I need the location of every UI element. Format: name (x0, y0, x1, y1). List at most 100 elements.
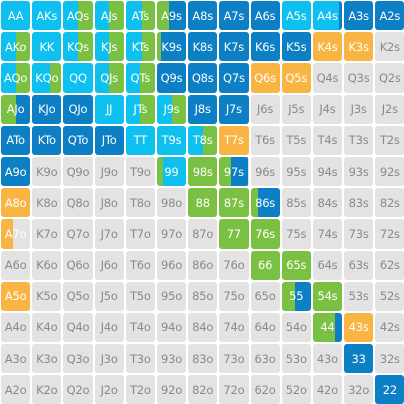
hand-cell-85o[interactable]: 85o (188, 281, 218, 311)
hand-cell-43s[interactable]: 43s (344, 312, 374, 343)
hand-cell-96s[interactable]: 96s (250, 156, 280, 187)
hand-cell-A3s[interactable]: A3s (344, 1, 374, 31)
hand-cell-82o[interactable]: 82o (188, 375, 218, 404)
hand-cell-A9s[interactable]: A9s (156, 1, 187, 31)
hand-cell-A3o[interactable]: A3o (1, 344, 31, 374)
hand-cell-A4o[interactable]: A4o (1, 312, 31, 343)
hand-cell-63s[interactable]: 63s (344, 250, 374, 280)
hand-cell-J2o[interactable]: J2o (94, 375, 124, 404)
hand-cell-J9o[interactable]: J9o (94, 156, 124, 187)
hand-cell-94s[interactable]: 94s (312, 156, 343, 187)
hand-cell-J8s[interactable]: J8s (188, 94, 218, 124)
hand-cell-J8o[interactable]: J8o (94, 188, 124, 218)
hand-cell-K2o[interactable]: K2o (32, 375, 62, 404)
hand-cell-J4o[interactable]: J4o (94, 312, 124, 343)
hand-cell-86o[interactable]: 86o (188, 250, 218, 280)
hand-cell-KJo[interactable]: KJo (32, 94, 62, 124)
hand-cell-K5o[interactable]: K5o (32, 281, 62, 311)
hand-cell-Q7s[interactable]: Q7s (219, 63, 249, 93)
hand-cell-KJs[interactable]: KJs (94, 32, 124, 62)
hand-cell-T5s[interactable]: T5s (281, 125, 311, 155)
hand-cell-T2o[interactable]: T2o (125, 375, 155, 404)
hand-cell-T3o[interactable]: T3o (125, 344, 155, 374)
hand-cell-T4s[interactable]: T4s (312, 125, 343, 155)
hand-cell-73s[interactable]: 73s (344, 219, 374, 249)
hand-cell-AKo[interactable]: AKo (1, 32, 31, 62)
hand-cell-Q5o[interactable]: Q5o (63, 281, 93, 311)
hand-cell-Q2o[interactable]: Q2o (63, 375, 93, 404)
hand-cell-Q4s[interactable]: Q4s (312, 63, 343, 93)
hand-cell-64o[interactable]: 64o (250, 312, 280, 343)
hand-cell-KK[interactable]: KK (32, 32, 62, 62)
hand-cell-T6o[interactable]: T6o (125, 250, 155, 280)
hand-cell-42s[interactable]: 42s (375, 312, 404, 343)
hand-cell-K6s[interactable]: K6s (250, 32, 280, 62)
hand-cell-43o[interactable]: 43o (312, 344, 343, 374)
hand-cell-KTo[interactable]: KTo (32, 125, 62, 155)
hand-cell-T9o[interactable]: T9o (125, 156, 155, 187)
hand-cell-QTo[interactable]: QTo (63, 125, 93, 155)
hand-cell-54s[interactable]: 54s (312, 281, 343, 311)
hand-cell-J4s[interactable]: J4s (312, 94, 343, 124)
hand-cell-A5o[interactable]: A5o (1, 281, 31, 311)
hand-cell-J5o[interactable]: J5o (94, 281, 124, 311)
hand-cell-73o[interactable]: 73o (219, 344, 249, 374)
hand-cell-44[interactable]: 44 (312, 312, 343, 343)
hand-cell-AA[interactable]: AA (1, 1, 31, 31)
hand-cell-93o[interactable]: 93o (156, 344, 187, 374)
hand-cell-QTs[interactable]: QTs (125, 63, 155, 93)
hand-cell-83s[interactable]: 83s (344, 188, 374, 218)
hand-cell-52o[interactable]: 52o (281, 375, 311, 404)
hand-cell-QJs[interactable]: QJs (94, 63, 124, 93)
hand-cell-88[interactable]: 88 (188, 188, 218, 218)
hand-cell-K4o[interactable]: K4o (32, 312, 62, 343)
hand-cell-97o[interactable]: 97o (156, 219, 187, 249)
hand-cell-42o[interactable]: 42o (312, 375, 343, 404)
hand-cell-82s[interactable]: 82s (375, 188, 404, 218)
hand-cell-JJ[interactable]: JJ (94, 94, 124, 124)
hand-cell-AJs[interactable]: AJs (94, 1, 124, 31)
hand-cell-55[interactable]: 55 (281, 281, 311, 311)
hand-cell-J3s[interactable]: J3s (344, 94, 374, 124)
hand-cell-T8s[interactable]: T8s (188, 125, 218, 155)
hand-cell-62o[interactable]: 62o (250, 375, 280, 404)
hand-cell-53s[interactable]: 53s (344, 281, 374, 311)
hand-cell-J2s[interactable]: J2s (375, 94, 404, 124)
hand-cell-A7s[interactable]: A7s (219, 1, 249, 31)
hand-cell-Q8s[interactable]: Q8s (188, 63, 218, 93)
hand-cell-Q7o[interactable]: Q7o (63, 219, 93, 249)
hand-cell-A8s[interactable]: A8s (188, 1, 218, 31)
hand-cell-65s[interactable]: 65s (281, 250, 311, 280)
hand-cell-KQs[interactable]: KQs (63, 32, 93, 62)
hand-cell-T6s[interactable]: T6s (250, 125, 280, 155)
hand-cell-T8o[interactable]: T8o (125, 188, 155, 218)
hand-cell-A6o[interactable]: A6o (1, 250, 31, 280)
hand-cell-Q5s[interactable]: Q5s (281, 63, 311, 93)
hand-cell-K8o[interactable]: K8o (32, 188, 62, 218)
hand-cell-KQo[interactable]: KQo (32, 63, 62, 93)
hand-cell-Q6s[interactable]: Q6s (250, 63, 280, 93)
hand-cell-A5s[interactable]: A5s (281, 1, 311, 31)
hand-cell-QQ[interactable]: QQ (63, 63, 93, 93)
hand-cell-J7o[interactable]: J7o (94, 219, 124, 249)
hand-cell-Q9s[interactable]: Q9s (156, 63, 187, 93)
hand-cell-K3s[interactable]: K3s (344, 32, 374, 62)
hand-cell-KTs[interactable]: KTs (125, 32, 155, 62)
hand-cell-K2s[interactable]: K2s (375, 32, 404, 62)
hand-cell-Q9o[interactable]: Q9o (63, 156, 93, 187)
hand-cell-72o[interactable]: 72o (219, 375, 249, 404)
hand-cell-84s[interactable]: 84s (312, 188, 343, 218)
hand-cell-A8o[interactable]: A8o (1, 188, 31, 218)
hand-cell-22[interactable]: 22 (375, 375, 404, 404)
hand-cell-72s[interactable]: 72s (375, 219, 404, 249)
hand-cell-65o[interactable]: 65o (250, 281, 280, 311)
hand-cell-JTo[interactable]: JTo (94, 125, 124, 155)
hand-cell-98o[interactable]: 98o (156, 188, 187, 218)
hand-cell-A6s[interactable]: A6s (250, 1, 280, 31)
hand-cell-ATo[interactable]: ATo (1, 125, 31, 155)
hand-cell-K7s[interactable]: K7s (219, 32, 249, 62)
hand-cell-32o[interactable]: 32o (344, 375, 374, 404)
hand-cell-A9o[interactable]: A9o (1, 156, 31, 187)
hand-cell-87o[interactable]: 87o (188, 219, 218, 249)
hand-cell-92s[interactable]: 92s (375, 156, 404, 187)
